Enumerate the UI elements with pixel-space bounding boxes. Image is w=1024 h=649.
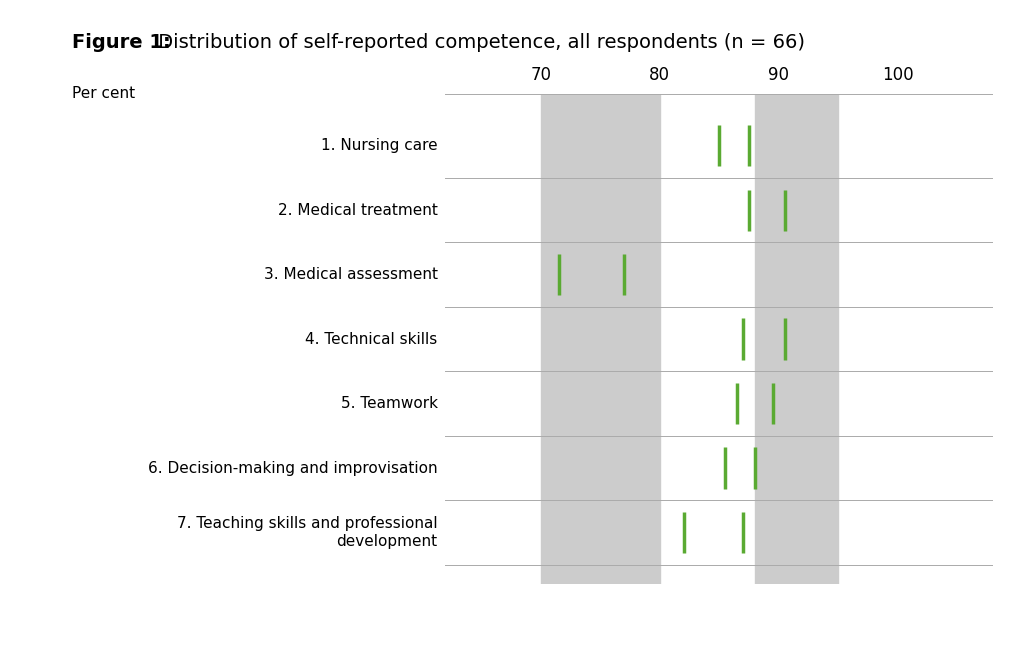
Text: 1. Nursing care: 1. Nursing care (321, 138, 437, 153)
Text: Distribution of self-reported competence, all respondents (n = 66): Distribution of self-reported competence… (152, 32, 805, 52)
Text: Per cent: Per cent (72, 86, 135, 101)
Text: 4. Technical skills: 4. Technical skills (305, 332, 437, 347)
Text: 3. Medical assessment: 3. Medical assessment (263, 267, 437, 282)
Text: 7. Teaching skills and professional
development: 7. Teaching skills and professional deve… (177, 517, 437, 548)
Text: 5. Teamwork: 5. Teamwork (341, 396, 437, 411)
Bar (755, 94, 839, 584)
Text: 2. Medical treatment: 2. Medical treatment (278, 202, 437, 217)
Text: 6. Decision-making and improvisation: 6. Decision-making and improvisation (147, 461, 437, 476)
Bar (541, 94, 659, 584)
Text: Figure 1:: Figure 1: (72, 32, 170, 52)
